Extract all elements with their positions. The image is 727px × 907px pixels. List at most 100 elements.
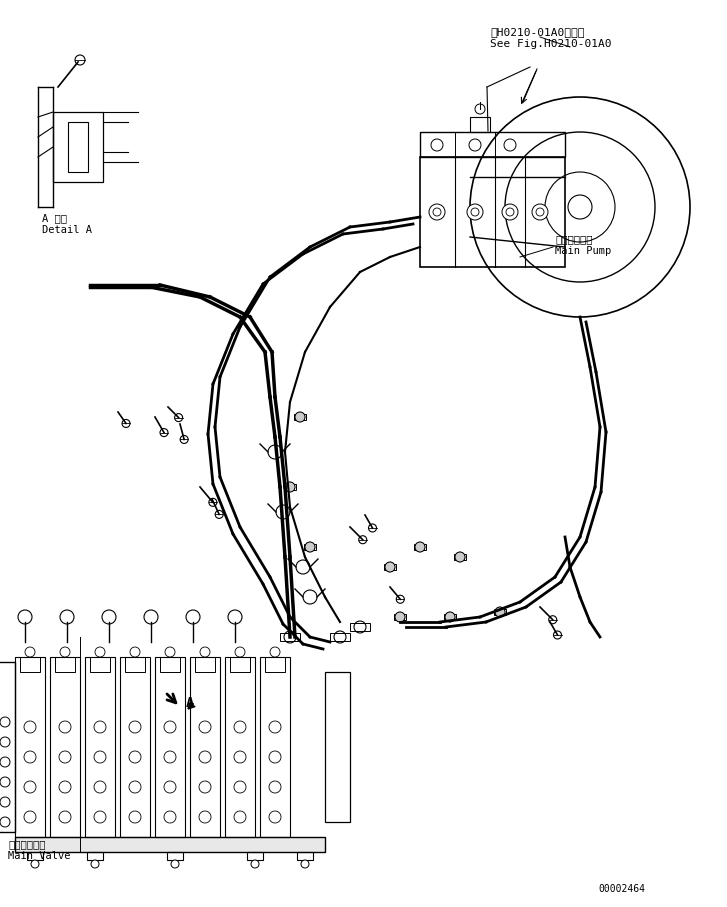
Circle shape <box>129 781 141 793</box>
Circle shape <box>200 647 210 657</box>
Circle shape <box>455 552 465 561</box>
Circle shape <box>234 781 246 793</box>
Circle shape <box>295 412 305 422</box>
Circle shape <box>209 498 217 506</box>
Circle shape <box>0 777 10 787</box>
Text: メインポンプ: メインポンプ <box>555 234 593 244</box>
Bar <box>27 852 43 860</box>
Circle shape <box>354 621 366 633</box>
Circle shape <box>122 419 130 427</box>
Circle shape <box>305 542 315 551</box>
Bar <box>280 633 300 641</box>
Circle shape <box>475 104 485 114</box>
Bar <box>470 117 490 132</box>
Circle shape <box>18 610 32 624</box>
Circle shape <box>445 612 455 622</box>
Circle shape <box>199 721 211 733</box>
Text: Main Pump: Main Pump <box>555 246 611 256</box>
Circle shape <box>174 414 182 422</box>
Circle shape <box>467 204 483 220</box>
Circle shape <box>251 860 259 868</box>
Circle shape <box>369 524 377 532</box>
Circle shape <box>234 751 246 763</box>
Circle shape <box>59 751 71 763</box>
Circle shape <box>129 811 141 823</box>
Circle shape <box>276 505 290 519</box>
Circle shape <box>470 97 690 317</box>
Bar <box>414 544 426 550</box>
Circle shape <box>415 542 425 552</box>
Circle shape <box>285 482 295 492</box>
Circle shape <box>186 610 200 624</box>
Circle shape <box>24 811 36 823</box>
Bar <box>494 609 506 615</box>
Circle shape <box>269 721 281 733</box>
Bar <box>284 484 296 490</box>
Bar <box>160 657 180 672</box>
Bar <box>195 657 215 672</box>
Circle shape <box>160 429 168 436</box>
Circle shape <box>536 208 544 216</box>
Bar <box>125 657 145 672</box>
Circle shape <box>505 132 655 282</box>
Circle shape <box>59 811 71 823</box>
Bar <box>15 837 325 852</box>
Circle shape <box>270 647 280 657</box>
Circle shape <box>94 781 106 793</box>
Text: 第H0210-01A0図参照: 第H0210-01A0図参照 <box>490 27 585 37</box>
Circle shape <box>433 208 441 216</box>
Text: メインバルブ: メインバルブ <box>8 839 46 849</box>
Circle shape <box>545 172 615 242</box>
Circle shape <box>385 562 395 572</box>
Bar <box>15 657 45 837</box>
Bar <box>85 657 115 837</box>
Circle shape <box>144 610 158 624</box>
Circle shape <box>295 412 305 422</box>
Circle shape <box>25 647 35 657</box>
Bar <box>55 657 75 672</box>
Circle shape <box>395 612 405 622</box>
Circle shape <box>285 483 295 492</box>
Bar <box>294 414 306 420</box>
Circle shape <box>471 208 479 216</box>
Bar <box>454 554 466 560</box>
Circle shape <box>164 811 176 823</box>
Text: A: A <box>186 696 194 710</box>
Circle shape <box>0 737 10 747</box>
Circle shape <box>228 610 242 624</box>
Text: Main Valve: Main Valve <box>8 851 71 861</box>
Bar <box>297 852 313 860</box>
Circle shape <box>469 139 481 151</box>
Circle shape <box>568 195 592 219</box>
Bar <box>155 657 185 837</box>
Circle shape <box>303 590 317 604</box>
Bar <box>420 132 565 157</box>
Text: Detail A: Detail A <box>42 225 92 235</box>
Circle shape <box>60 610 74 624</box>
Circle shape <box>269 811 281 823</box>
Circle shape <box>129 721 141 733</box>
Bar <box>304 544 316 550</box>
Bar <box>230 657 250 672</box>
Circle shape <box>506 208 514 216</box>
Bar <box>260 657 290 837</box>
Bar <box>90 657 110 672</box>
Circle shape <box>180 435 188 444</box>
Circle shape <box>395 612 405 622</box>
Circle shape <box>234 721 246 733</box>
Circle shape <box>269 751 281 763</box>
Bar <box>50 657 80 837</box>
Circle shape <box>60 647 70 657</box>
Circle shape <box>199 811 211 823</box>
Bar <box>394 614 406 620</box>
Circle shape <box>495 607 505 617</box>
Bar <box>225 657 255 837</box>
Bar <box>265 657 285 672</box>
Circle shape <box>296 560 310 574</box>
Circle shape <box>334 631 346 643</box>
Bar <box>325 672 350 822</box>
Circle shape <box>0 817 10 827</box>
Bar <box>20 657 40 672</box>
Circle shape <box>502 204 518 220</box>
Circle shape <box>532 204 548 220</box>
